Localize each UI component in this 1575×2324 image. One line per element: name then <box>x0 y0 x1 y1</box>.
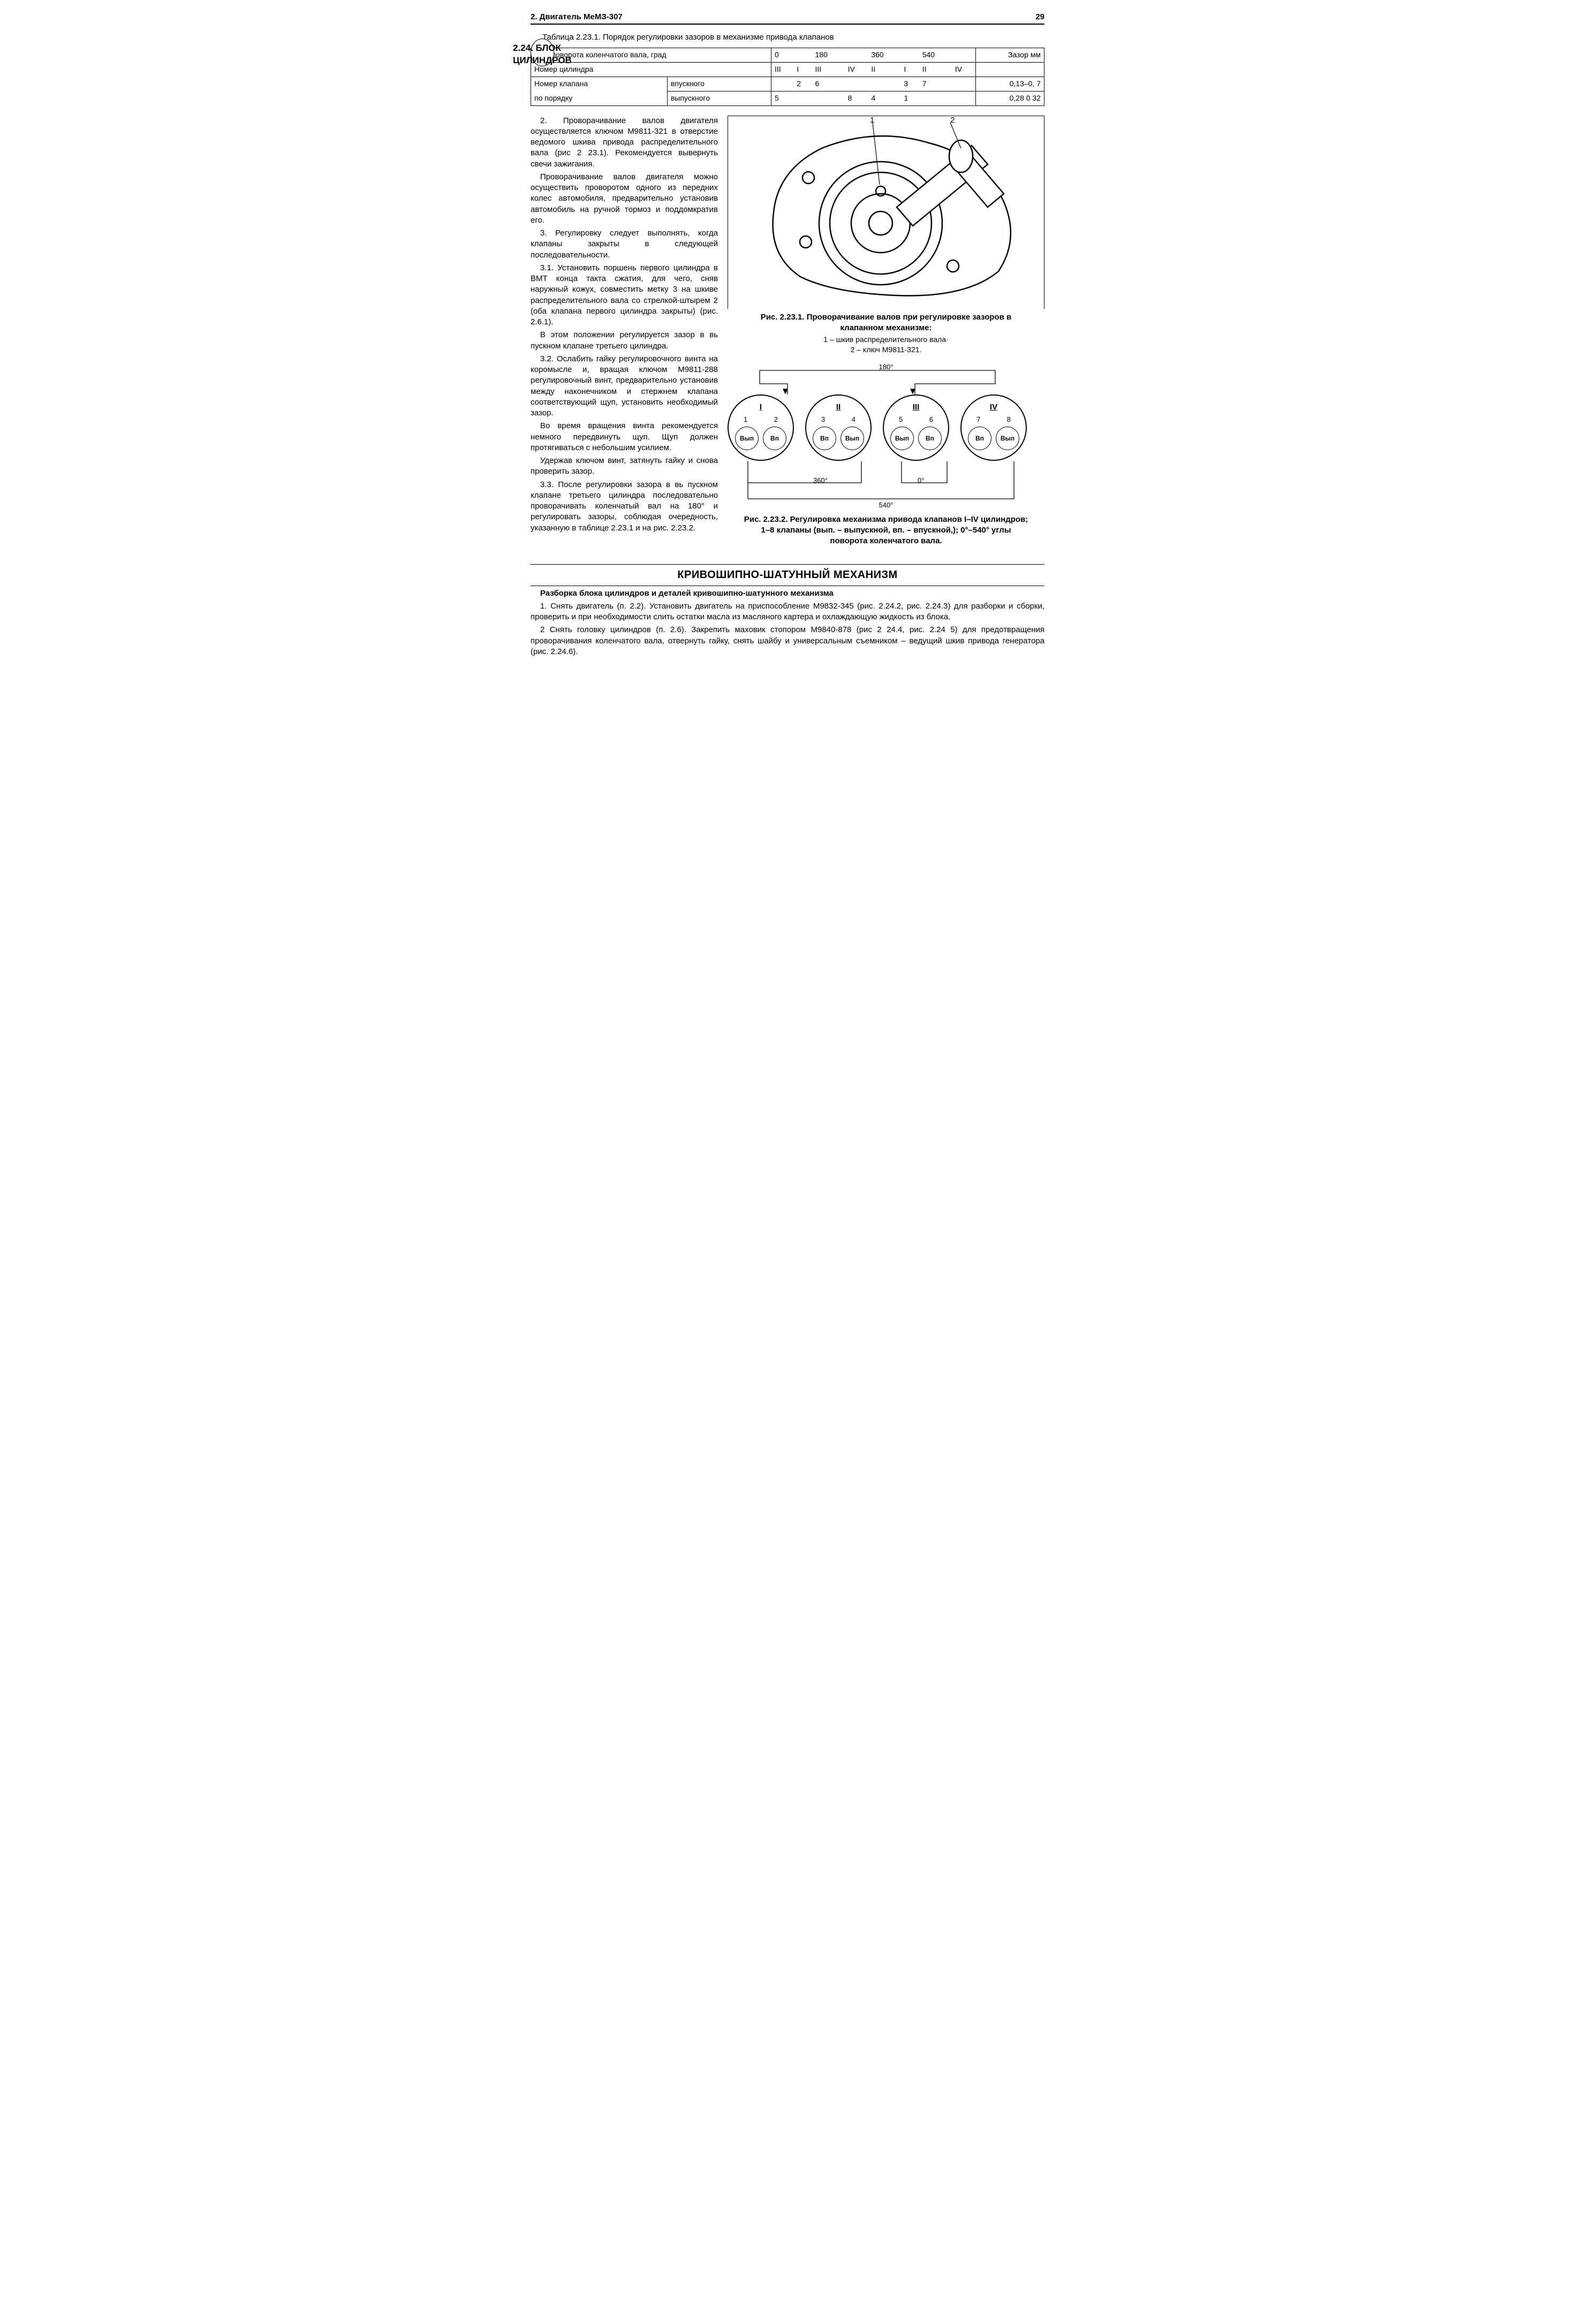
para: 3.1. Установить поршень первого цилиндра… <box>531 263 718 328</box>
callout-2: 2 <box>950 116 955 125</box>
cylinder-3: III 5 6 Вып Вп <box>883 394 949 461</box>
fig2-caption: Рис. 2.23.2. Регулировка механизма приво… <box>744 514 1028 547</box>
subsection-heading: 2.24. БЛОК ЦИЛИНДРОВ <box>531 39 554 66</box>
callout-1: 1 <box>870 116 874 125</box>
para: 3.3. После регулировки зазора в вь пускн… <box>531 480 718 534</box>
para: Во время вращения винта рекомендуется не… <box>531 421 718 453</box>
para: В этом положении регулируется зазор в вь… <box>531 330 718 352</box>
cylinder-4: IV 7 8 Вп Вып <box>960 394 1027 461</box>
table-row: Номер цилиндра III I III IV II I II IV <box>531 62 1044 77</box>
para: Проворачивание валов двигателя можно осу… <box>531 172 718 226</box>
table-row: Номер клапана впускного 2 6 3 7 0,13–0, … <box>531 77 1044 91</box>
table-row: по порядку выпускного 5 8 4 1 0,28 0 32 <box>531 91 1044 105</box>
table-row: Угол поворота коленчатого вала, град 0 1… <box>531 48 1044 62</box>
para: 3. Регулировку следует выполнять, когда … <box>531 228 718 261</box>
para: Удержав ключом винт, затянуть гайку и сн… <box>531 455 718 477</box>
left-column: 2. Проворачивание валов двигателя осущес… <box>531 116 718 548</box>
sub-title: Разборка блока цилиндров и деталей криво… <box>531 588 1044 599</box>
figure-2: 180° <box>728 362 1044 512</box>
para: 3.2. Ослабить гайку регулировочного винт… <box>531 354 718 419</box>
cylinder-2: II 3 4 Вп Вып <box>805 394 872 461</box>
para: 1. Снять двигатель (п. 2.2). Установить … <box>531 601 1044 623</box>
para: 2. Проворачивание валов двигателя осущес… <box>531 116 718 170</box>
para: 2 Снять головку цилиндров (п. 2.6). Закр… <box>531 625 1044 657</box>
cylinder-1: I 1 2 Вып Вп <box>728 394 794 461</box>
figure-1: 1 2 <box>728 116 1044 309</box>
header-page: 29 <box>1035 12 1044 22</box>
fig1-subcaption: 1 – шкив распределительного вала· 2 – кл… <box>728 335 1044 355</box>
header-left: 2. Двигатель МеМЗ-307 <box>531 12 623 22</box>
section-heading: КРИВОШИПНО-ШАТУННЫЙ МЕХАНИЗМ <box>531 568 1044 582</box>
valve-table: Угол поворота коленчатого вала, град 0 1… <box>531 48 1044 106</box>
table-title: Таблица 2.23.1. Порядок регулировки зазо… <box>542 32 1044 43</box>
fig1-caption: Рис. 2.23.1. Проворачивание валов при ре… <box>744 312 1028 334</box>
divider <box>531 564 1044 565</box>
